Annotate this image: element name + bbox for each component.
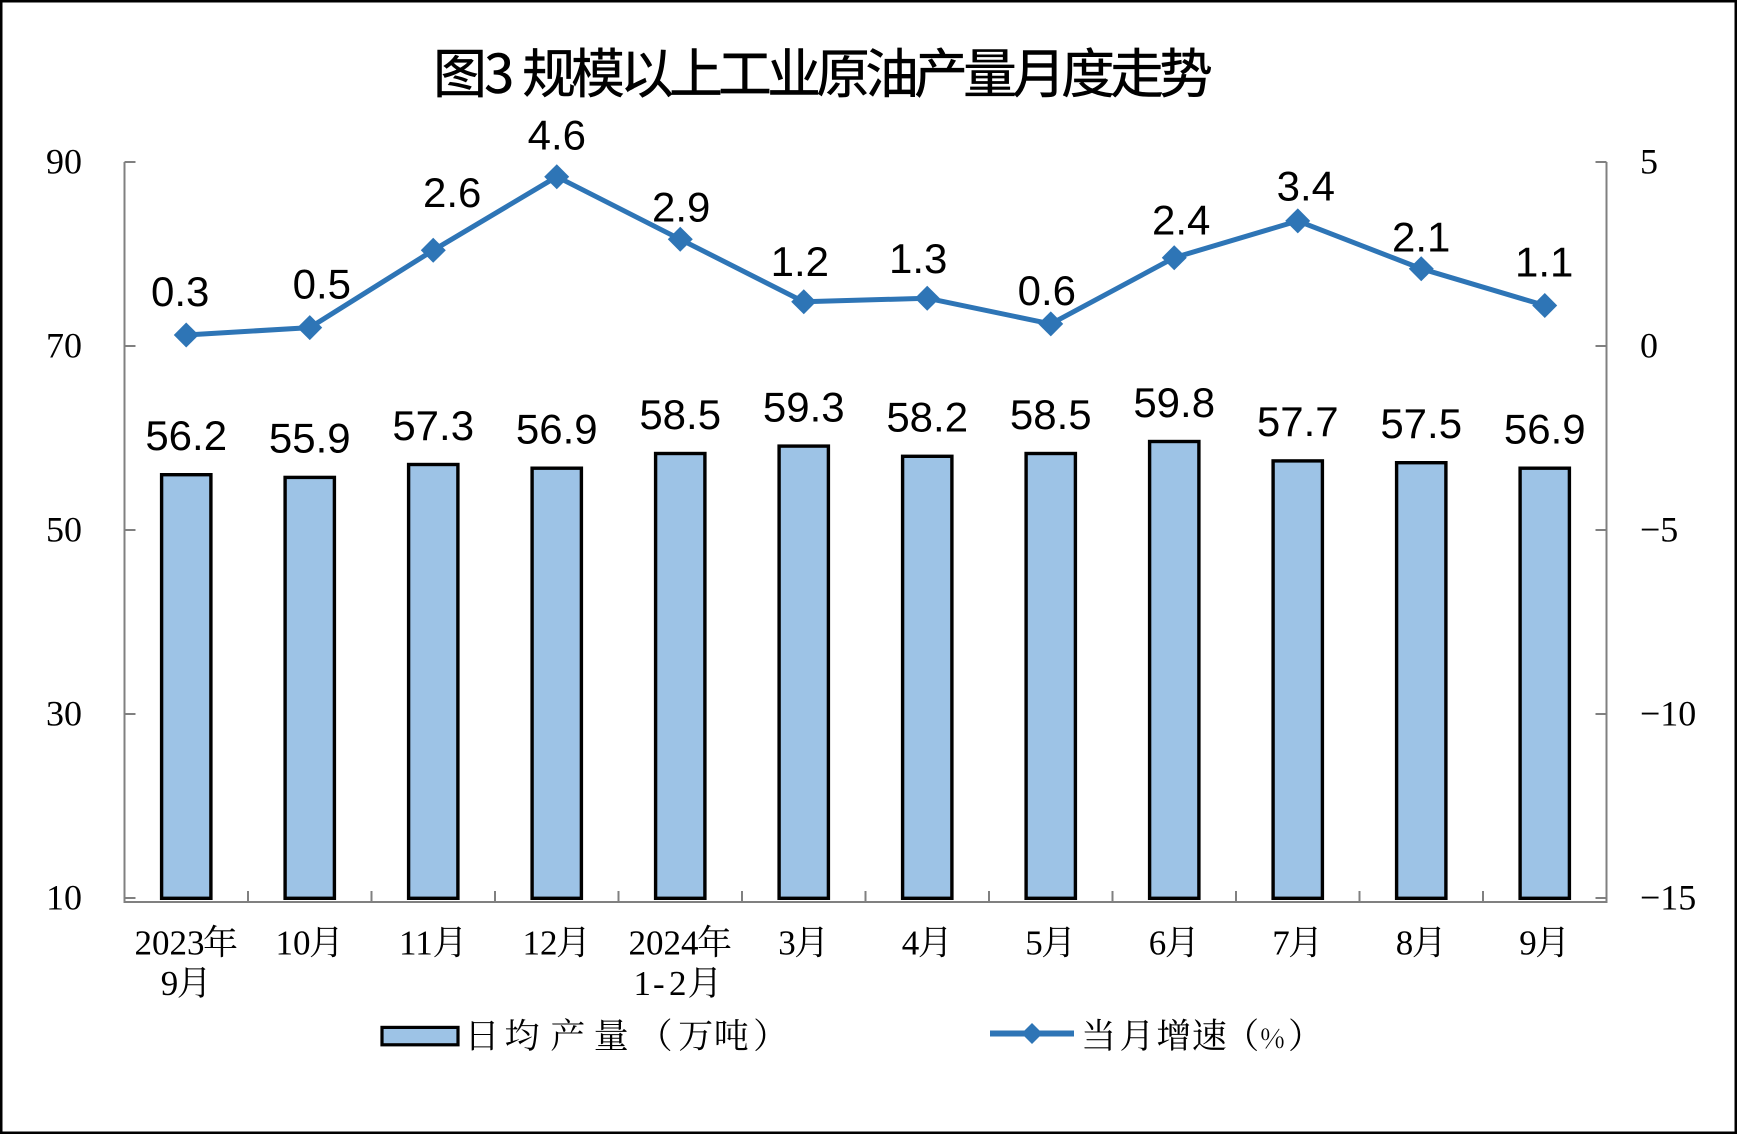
svg-text:1.1: 1.1 bbox=[1515, 239, 1573, 286]
svg-text:90: 90 bbox=[46, 142, 82, 182]
svg-text:−5: −5 bbox=[1640, 510, 1678, 550]
svg-text:56.2: 56.2 bbox=[145, 412, 227, 459]
svg-text:56.9: 56.9 bbox=[516, 406, 598, 453]
svg-text:57.7: 57.7 bbox=[1257, 398, 1339, 445]
svg-text:5: 5 bbox=[1640, 142, 1658, 182]
svg-text:12: 12 bbox=[523, 924, 558, 963]
svg-text:−15: −15 bbox=[1640, 878, 1696, 918]
svg-text:4.6: 4.6 bbox=[528, 112, 586, 159]
svg-text:3.4: 3.4 bbox=[1277, 162, 1335, 209]
svg-text:2.1: 2.1 bbox=[1392, 214, 1450, 261]
svg-text:59.8: 59.8 bbox=[1133, 379, 1215, 426]
svg-text:0.6: 0.6 bbox=[1018, 267, 1076, 314]
svg-text:58.5: 58.5 bbox=[639, 391, 721, 438]
svg-text:59.3: 59.3 bbox=[763, 383, 845, 430]
svg-text:56.9: 56.9 bbox=[1504, 406, 1586, 453]
svg-text:−10: −10 bbox=[1640, 694, 1696, 734]
svg-text:50: 50 bbox=[46, 510, 82, 550]
svg-text:58.5: 58.5 bbox=[1010, 391, 1092, 438]
svg-text:2: 2 bbox=[669, 964, 687, 1003]
svg-text:2.9: 2.9 bbox=[652, 183, 710, 230]
svg-text:0: 0 bbox=[1640, 326, 1658, 366]
svg-text:30: 30 bbox=[46, 694, 82, 734]
svg-text:1.2: 1.2 bbox=[771, 238, 829, 285]
svg-text:9: 9 bbox=[1519, 924, 1537, 963]
svg-text:3: 3 bbox=[778, 924, 796, 963]
svg-text:1.3: 1.3 bbox=[889, 235, 947, 282]
svg-text:1: 1 bbox=[634, 964, 652, 1003]
svg-text:2024: 2024 bbox=[629, 924, 699, 963]
svg-text:6: 6 bbox=[1149, 924, 1167, 963]
svg-text:10: 10 bbox=[46, 878, 82, 918]
svg-text:2023: 2023 bbox=[135, 924, 205, 963]
svg-text:70: 70 bbox=[46, 326, 82, 366]
svg-text:5: 5 bbox=[1025, 924, 1043, 963]
svg-text:58.2: 58.2 bbox=[886, 394, 968, 441]
svg-text:0.3: 0.3 bbox=[151, 268, 209, 315]
svg-text:4: 4 bbox=[902, 924, 920, 963]
svg-text:-: - bbox=[653, 964, 665, 1003]
svg-text:11: 11 bbox=[399, 924, 433, 963]
svg-text:55.9: 55.9 bbox=[269, 415, 351, 462]
svg-text:2.6: 2.6 bbox=[423, 169, 481, 216]
svg-text:0.5: 0.5 bbox=[293, 261, 351, 308]
svg-text:7: 7 bbox=[1272, 924, 1290, 963]
svg-text:57.3: 57.3 bbox=[392, 402, 474, 449]
svg-text:10: 10 bbox=[276, 924, 311, 963]
svg-text:57.5: 57.5 bbox=[1380, 400, 1462, 447]
svg-text:2.4: 2.4 bbox=[1152, 197, 1210, 244]
svg-text:8: 8 bbox=[1396, 924, 1414, 963]
svg-text:9: 9 bbox=[161, 964, 179, 1003]
